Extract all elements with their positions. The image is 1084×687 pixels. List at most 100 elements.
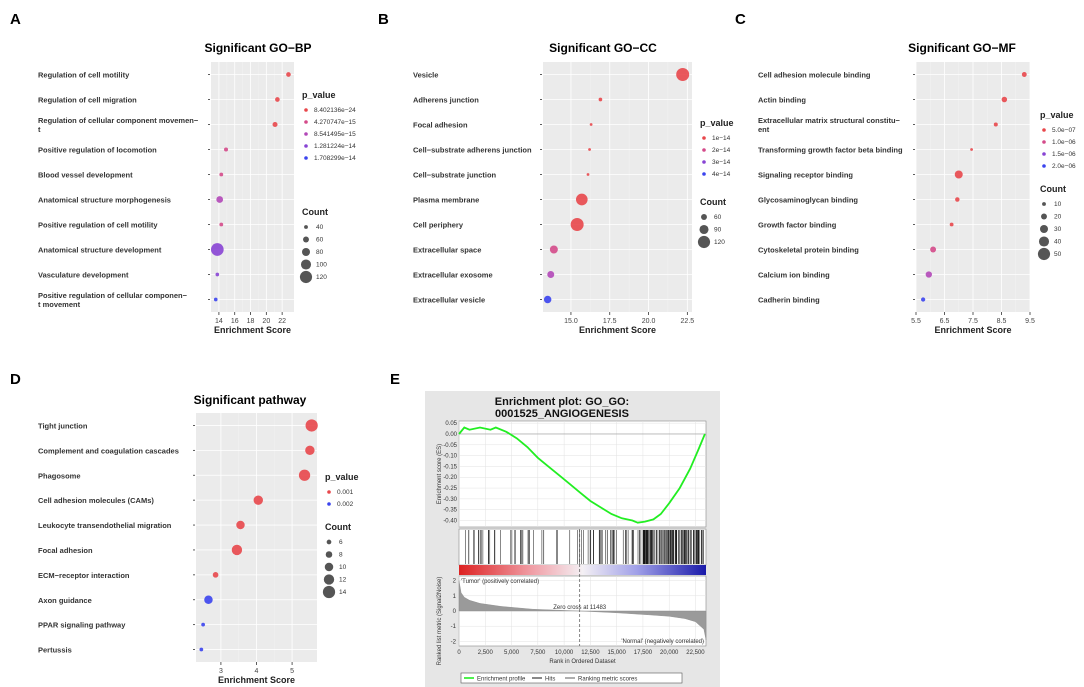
data-point [199, 647, 204, 652]
plot-area-b [543, 62, 692, 312]
category-label: PPAR signaling pathway [38, 621, 126, 630]
x-tick-label: 22 [278, 318, 286, 325]
category-label: Cadherin binding [758, 296, 820, 305]
metric-y-tick-label: 0 [453, 609, 457, 615]
category-label: Cytoskeletal protein binding [758, 246, 859, 255]
gsea-x-tick-label: 20,000 [660, 650, 679, 656]
legend-swatch-pvalue [304, 144, 308, 148]
x-axis-label-b: Enrichment Score [579, 325, 656, 335]
legend-label-pvalue: 2e−14 [712, 147, 731, 154]
data-point [210, 243, 224, 256]
category-label: Signaling receptor binding [758, 171, 853, 180]
chart-title-c: Significant GO−MF [908, 41, 1016, 55]
data-point [543, 295, 552, 304]
data-point [925, 271, 932, 278]
legend-swatch-pvalue [327, 490, 331, 494]
data-point [547, 271, 555, 278]
es-y-axis-label: Enrichment score (ES) [437, 444, 443, 504]
category-label: Phagosome [38, 471, 81, 480]
legend-label-count: 60 [714, 214, 722, 221]
panel-label-b: B [378, 11, 389, 28]
category-label: Cell adhesion molecule binding [758, 71, 871, 80]
es-y-tick-label: -0.05 [443, 443, 457, 449]
category-label: t [38, 125, 41, 134]
data-point [213, 297, 218, 302]
legend-label-count: 60 [316, 237, 324, 244]
gsea-x-tick-label: 17,500 [634, 650, 653, 656]
tumor-label: 'Tumor' (positively correlated) [461, 579, 539, 585]
data-point [223, 147, 229, 152]
data-point [949, 222, 954, 227]
es-plot-area [458, 420, 707, 528]
metric-y-tick-label: 1 [453, 594, 457, 600]
legend-swatch-count [302, 248, 310, 256]
data-point [219, 172, 224, 177]
x-tick-label: 7.5 [968, 318, 978, 325]
legend-title-pvalue-b: p_value [700, 118, 734, 128]
legend-swatch-pvalue [1042, 128, 1046, 132]
gsea-x-tick-label: 0 [457, 650, 461, 656]
data-point [275, 97, 280, 102]
legend-label-count: 12 [339, 577, 347, 584]
legend-label-pvalue: 8.402136e−24 [314, 107, 356, 114]
x-tick-label: 20.0 [642, 318, 656, 325]
chart-title-b: Significant GO−CC [549, 41, 657, 55]
legend-swatch-pvalue [1042, 152, 1046, 156]
legend-swatch-pvalue [702, 136, 706, 140]
x-tick-label: 4 [255, 668, 259, 675]
legend-swatch-pvalue [304, 132, 308, 136]
chart-title-a: Significant GO−BP [204, 41, 311, 55]
data-point [236, 520, 245, 530]
legend-label-count: 50 [1054, 251, 1062, 258]
legend-swatch-pvalue [1042, 164, 1046, 168]
data-point [298, 469, 311, 481]
legend-swatch-count [697, 235, 711, 249]
legend-swatch-count [326, 539, 332, 545]
data-point [920, 297, 926, 302]
legend-label-count: 80 [316, 249, 324, 256]
category-label: Complement and coagulation cascades [38, 446, 179, 455]
legend-label-pvalue: 1.708299e−14 [314, 155, 356, 162]
legend-label-count: 40 [1054, 239, 1062, 246]
legend-label-metric: Ranking metric scores [578, 677, 637, 683]
legend-swatch-count [1038, 236, 1050, 247]
data-point [219, 222, 224, 227]
legend-label-count: 10 [1054, 201, 1062, 208]
legend-title-count-b: Count [700, 197, 726, 207]
category-label: Cell−substrate adherens junction [413, 146, 532, 155]
category-label: Adherens junction [413, 96, 479, 105]
data-point [253, 495, 263, 505]
ranking-metric-area [458, 580, 707, 640]
x-tick-label: 16 [231, 318, 239, 325]
legend-label-count: 30 [1054, 226, 1062, 233]
data-point [549, 245, 558, 254]
category-label: Extracellular matrix structural constitu… [758, 116, 901, 125]
legend-swatch-count [303, 236, 309, 243]
gsea-title-line2: 0001525_ANGIOGENESIS [495, 408, 629, 420]
gsea-x-tick-label: 15,000 [607, 650, 626, 656]
es-y-tick-label: -0.35 [443, 508, 457, 514]
legend-label-count: 10 [339, 564, 347, 571]
metric-y-axis-label: Ranked list metric (Signal2Noise) [437, 577, 443, 666]
legend-swatch-pvalue [304, 120, 308, 124]
es-y-tick-label: -0.20 [443, 475, 457, 481]
es-y-tick-label: -0.15 [443, 464, 457, 470]
category-label: Vasculature development [38, 271, 129, 280]
gsea-x-tick-label: 12,500 [581, 650, 600, 656]
legend-swatch-pvalue [304, 156, 308, 160]
legend-swatch-count [1040, 225, 1048, 233]
legend-title-count-c: Count [1040, 184, 1066, 194]
gsea-title-line1: Enrichment plot: GO_GO: [495, 396, 629, 408]
category-label: Anatomical structure development [38, 246, 162, 255]
legend-swatch-pvalue [702, 172, 706, 176]
panel-label-a: A [10, 11, 21, 28]
legend-label-count: 120 [316, 274, 327, 281]
gsea-x-tick-label: 5,000 [504, 650, 520, 656]
legend-swatch-count [323, 574, 335, 585]
legend-swatch-count [299, 270, 313, 284]
category-label: Extracellular space [413, 246, 481, 255]
legend-swatch-count [1041, 213, 1047, 220]
category-label: Axon guidance [38, 596, 92, 605]
legend-label-pvalue: 3e−14 [712, 159, 731, 166]
